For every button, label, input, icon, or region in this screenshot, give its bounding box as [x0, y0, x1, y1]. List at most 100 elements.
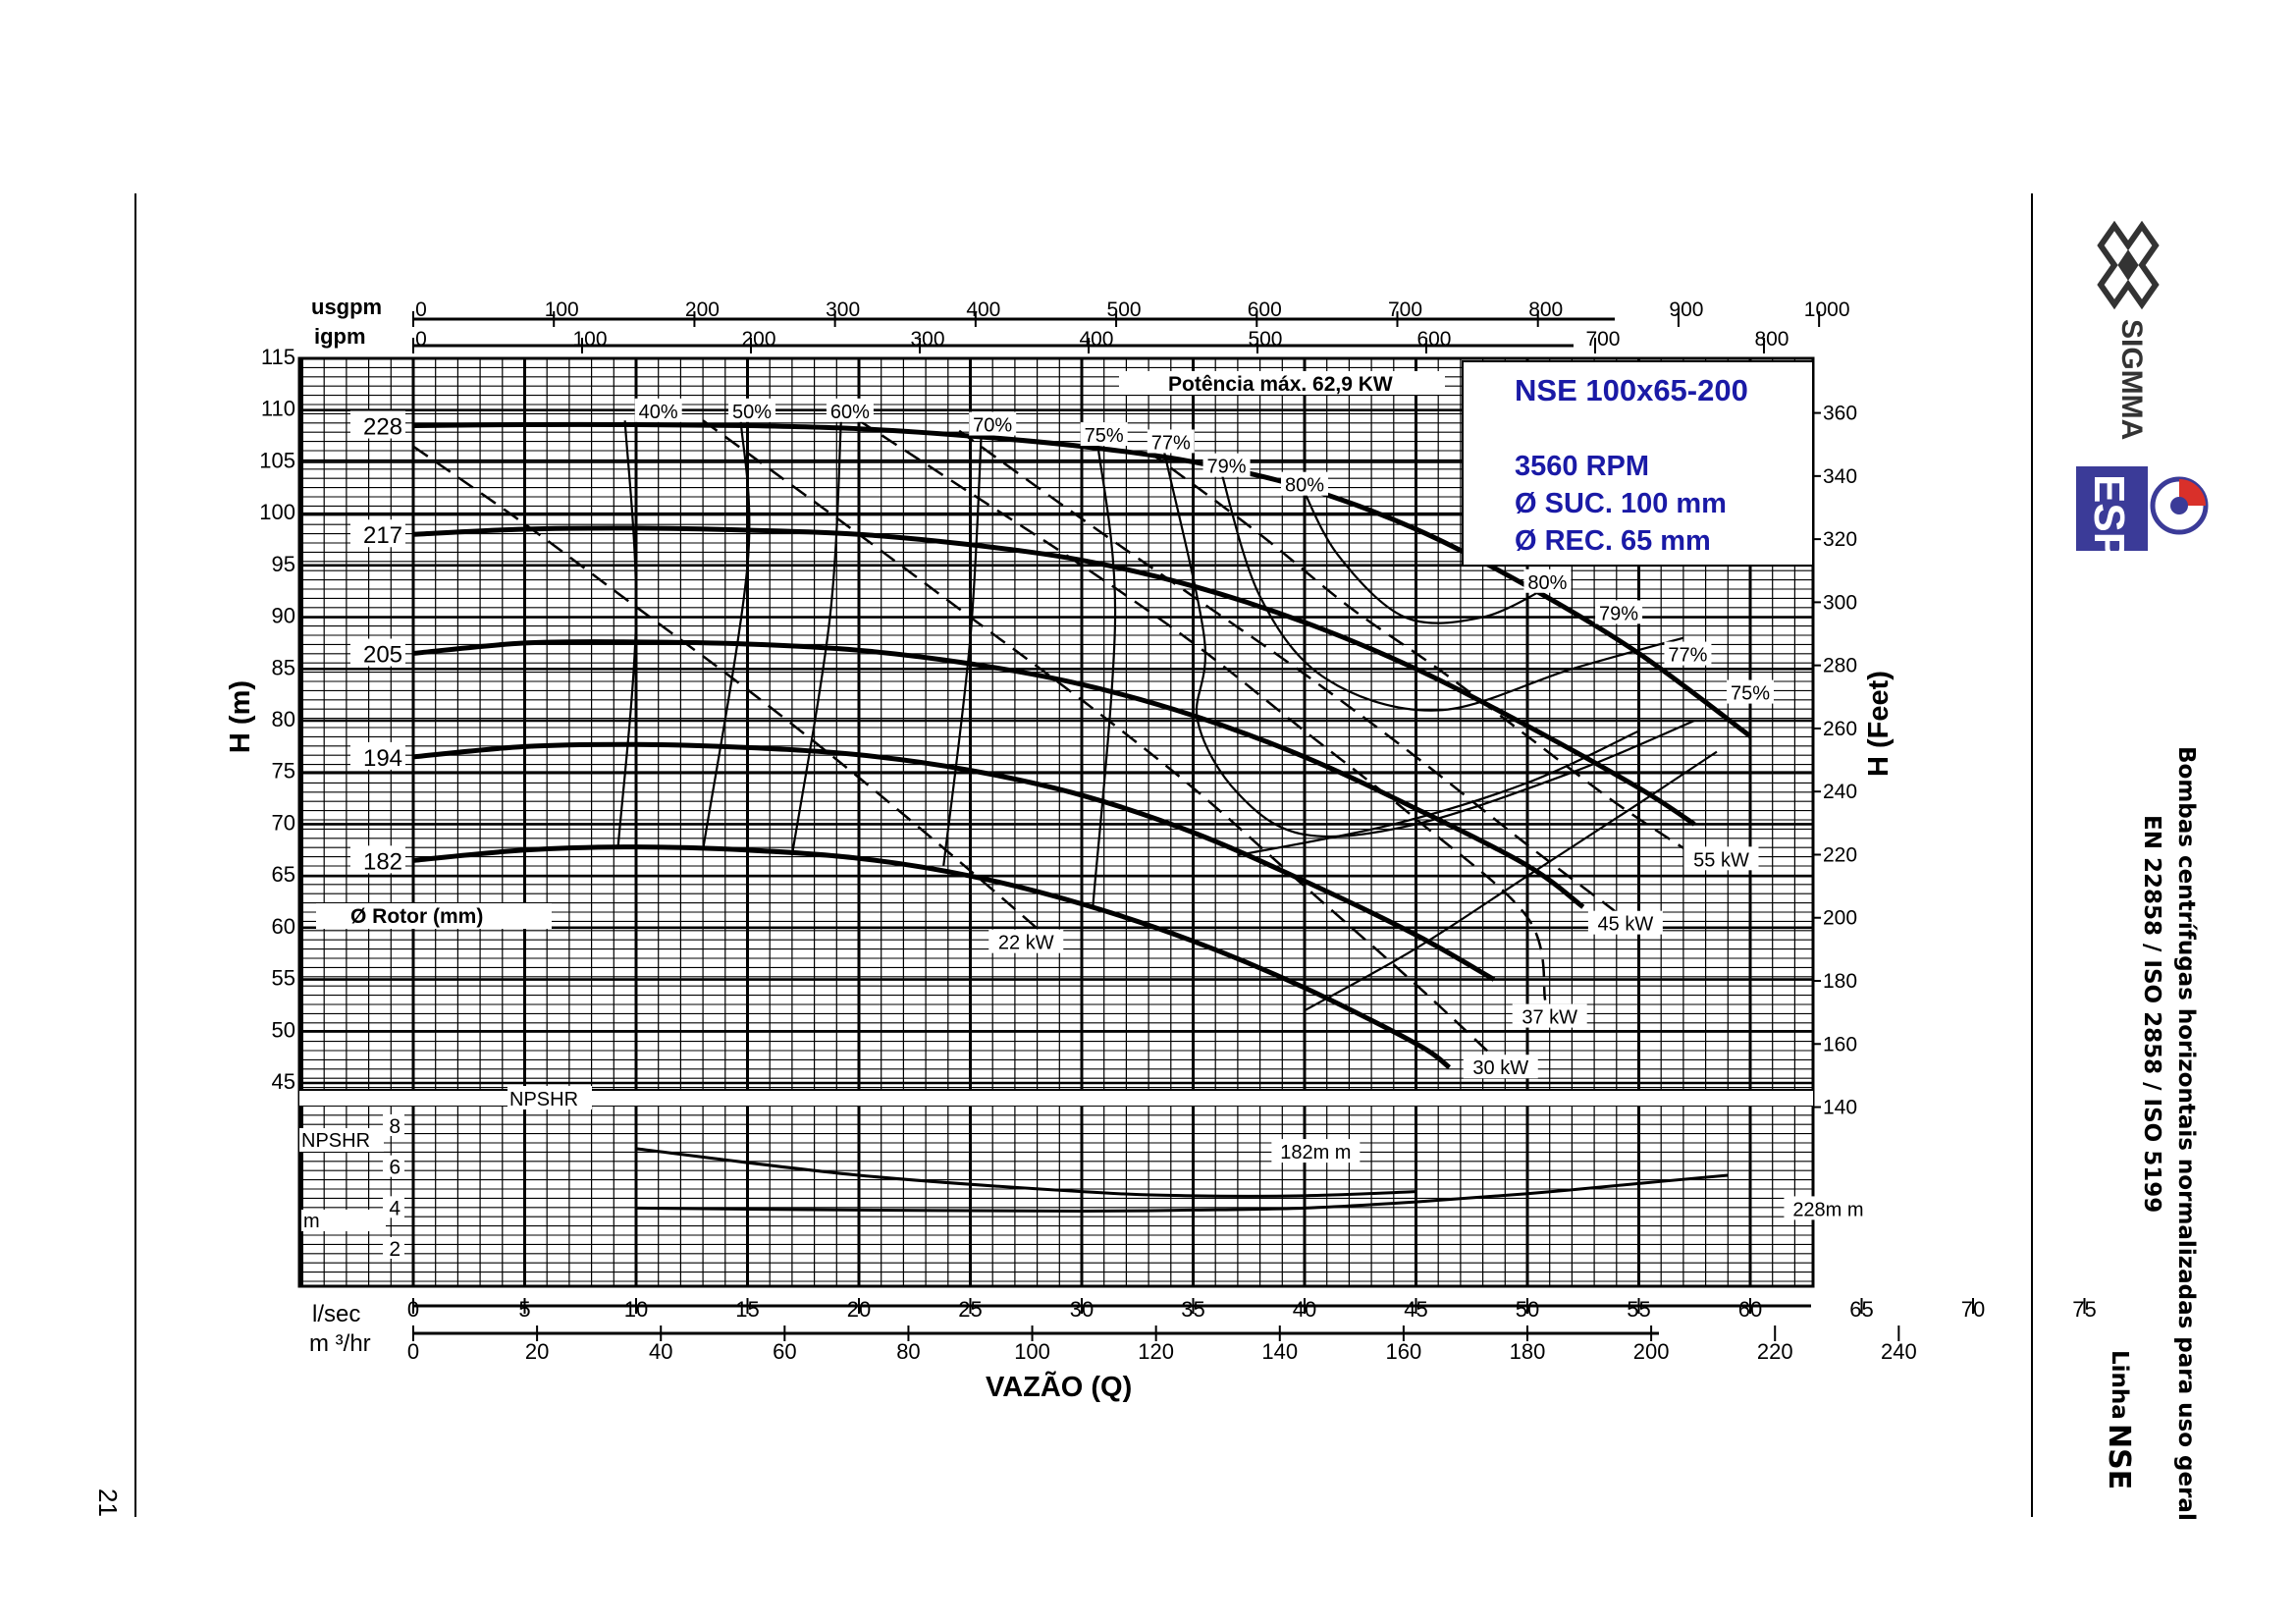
- igpm-tick-label: 700: [1585, 328, 1620, 351]
- efficiency-line: [1237, 730, 1639, 857]
- m3hr-tick-label: 180: [1510, 1339, 1546, 1364]
- igpm-tick-label: 500: [1248, 328, 1282, 351]
- head-curve-205: [412, 639, 1585, 909]
- rotor-diameter-label: 194: [363, 745, 402, 772]
- npshr-tick-label: 2: [389, 1238, 400, 1261]
- y-tick-label-feet: 280: [1823, 655, 1857, 677]
- head-curve-217: [412, 525, 1696, 827]
- m3hr-tick-label: 240: [1881, 1339, 1917, 1364]
- lsec-tick-label: 20: [847, 1297, 871, 1322]
- power-label: 45 kW: [1598, 914, 1654, 936]
- right-margin-rule: [2031, 193, 2033, 1517]
- rotor-diameter-label: 205: [363, 641, 402, 668]
- y-tick-label-m: 90: [272, 604, 295, 628]
- npshr-unit-label-box: m: [301, 1210, 386, 1232]
- chart-axes: [412, 311, 2086, 1341]
- y-tick-label-m: 85: [272, 655, 295, 679]
- npshr-tick-label: 4: [389, 1197, 400, 1219]
- rotor-diameter-bg: [350, 519, 405, 548]
- brand-logos: SIGMMA ESPA: [2071, 220, 2228, 604]
- chart-labels: 0 5 10 15 20 25 30 35 40 45 50 55 60 65 70 750 20 40 60 80 1…: [259, 298, 2096, 1364]
- npshr-label-box: NPSHR: [507, 1086, 592, 1110]
- efficiency-label: 79%: [1599, 603, 1638, 624]
- suction-text: Ø SUC. 100 mm: [1515, 488, 1727, 519]
- efficiency-label-bg: [1523, 568, 1572, 593]
- igpm-tick-label: 600: [1416, 328, 1451, 351]
- power-label: 37 kW: [1522, 1007, 1577, 1029]
- efficiency-label-bg: [969, 411, 1017, 436]
- usgpm-tick-label: 500: [1107, 298, 1142, 321]
- efficiency-label: 75%: [1085, 425, 1124, 447]
- model-name: NSE 100x65-200: [1515, 373, 1748, 407]
- m3hr-axis-label: m ³/hr: [309, 1330, 371, 1357]
- power-line: [412, 445, 1049, 940]
- npshr-tick-bg: [383, 1155, 404, 1177]
- m3hr-tick-label: 140: [1261, 1339, 1298, 1364]
- y-tick-label-feet: 220: [1823, 843, 1857, 866]
- info-box: NSE 100x65-200 3560 RPM Ø SUC. 100 mm Ø …: [1462, 360, 1814, 567]
- npshr-tick-label: 8: [389, 1115, 400, 1138]
- usgpm-tick-label: 1000: [1804, 298, 1850, 321]
- y-tick-label-feet: 360: [1823, 403, 1857, 425]
- efficiency-line: [1092, 441, 1117, 907]
- usgpm-tick-label: 400: [966, 298, 1000, 321]
- y-tick-label-feet: 320: [1823, 528, 1857, 551]
- y-tick-label-m: 70: [272, 810, 295, 835]
- npshr-curve-label-bg: [1784, 1196, 1873, 1220]
- y-tick-label-feet: 240: [1823, 781, 1857, 803]
- espa-logo: ESPA: [2076, 466, 2209, 589]
- rotor-diameter-bg: [350, 410, 405, 439]
- igpm-tick-label: 300: [910, 328, 944, 351]
- efficiency-label-bg: [634, 398, 682, 422]
- npshr-curve-0: [635, 1147, 1416, 1198]
- y-tick-label-feet: 300: [1823, 591, 1857, 614]
- usgpm-tick-label: 900: [1669, 298, 1703, 321]
- lsec-tick-label: 75: [2072, 1297, 2096, 1322]
- npshr-tick-bg: [383, 1196, 404, 1218]
- x-axis-title: VAZÃO (Q): [986, 1370, 1132, 1403]
- npshr-curve-1: [635, 1173, 1729, 1213]
- power-label: 55 kW: [1693, 849, 1749, 871]
- sigmma-logo: SIGMMA: [2097, 220, 2160, 440]
- lsec-tick-label: 40: [1293, 1297, 1316, 1322]
- m3hr-tick-label: 60: [773, 1339, 796, 1364]
- lsec-tick-label: 0: [407, 1297, 419, 1322]
- lsec-tick-label: 60: [1738, 1297, 1762, 1322]
- max-power-box: Potência máx. 62,9 KW: [1119, 371, 1445, 396]
- m3hr-tick-label: 220: [1757, 1339, 1793, 1364]
- usgpm-tick-label: 700: [1388, 298, 1422, 321]
- efficiency-line: [790, 420, 842, 856]
- m3hr-tick-label: 40: [649, 1339, 672, 1364]
- y-tick-label-feet: 180: [1823, 970, 1857, 993]
- y-tick-label-m: 50: [272, 1017, 295, 1042]
- efficiency-label-bg: [1595, 600, 1643, 624]
- efficiency-label: 77%: [1151, 432, 1191, 454]
- usgpm-tick-label: 600: [1248, 298, 1282, 321]
- espa-logo-text: ESPA: [2085, 474, 2133, 589]
- npshr-tick-bg: [383, 1114, 404, 1136]
- lsec-tick-label: 55: [1627, 1297, 1650, 1322]
- y-tick-label-m: 100: [259, 500, 295, 524]
- npshr-axis-label-box: NPSHR: [299, 1128, 384, 1152]
- npshr-tick-bg: [383, 1237, 404, 1259]
- rotor-diameter-label: 217: [363, 522, 402, 549]
- npshr-curve-label: 182m m: [1280, 1142, 1351, 1163]
- usgpm-tick-label: 100: [545, 298, 579, 321]
- y-tick-label-m: 110: [261, 397, 295, 421]
- lsec-axis-label: l/sec: [312, 1301, 360, 1327]
- power-label-bg: [988, 929, 1064, 953]
- y-tick-label-m: 65: [272, 862, 295, 887]
- head-curve-182: [412, 844, 1452, 1070]
- head-curve-194: [412, 741, 1496, 982]
- y-tick-label-m: 75: [272, 759, 295, 784]
- power-label-bg: [1512, 1003, 1587, 1028]
- npshr-axis-label: NPSHR: [301, 1130, 370, 1152]
- y-tick-label-feet: 140: [1823, 1097, 1857, 1119]
- lsec-tick-label: 35: [1181, 1297, 1204, 1322]
- power-line: [958, 429, 1625, 919]
- efficiency-label: 50%: [732, 402, 772, 423]
- power-label-bg: [1463, 1055, 1538, 1079]
- efficiency-label-bg: [1147, 429, 1195, 454]
